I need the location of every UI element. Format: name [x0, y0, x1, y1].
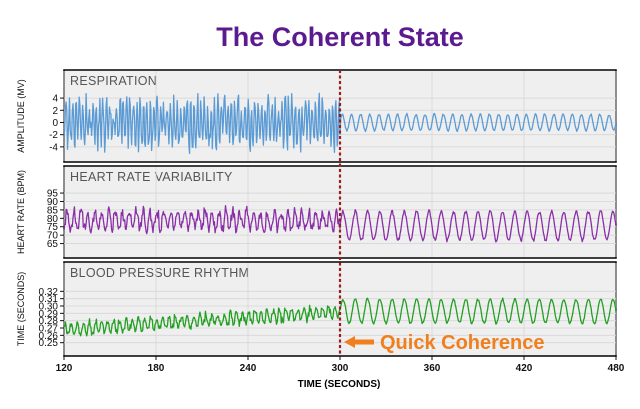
y-tick-label: 90	[47, 197, 59, 208]
x-tick-label: 360	[424, 363, 441, 374]
annotation-group: Quick Coherence	[344, 332, 545, 354]
y-tick-label: 0.28	[39, 316, 59, 327]
annotation-arrow-icon	[344, 336, 374, 348]
series-line-heart_rate_variability	[63, 204, 617, 243]
y-axis-label: TIME (SECONDS)	[16, 272, 26, 347]
annotation-quick-coherence: Quick Coherence	[380, 332, 545, 354]
y-tick-label: 4	[52, 94, 58, 105]
y-tick-label: 70	[47, 231, 59, 242]
y-tick-label: 65	[47, 239, 59, 250]
y-tick-label: 85	[47, 205, 59, 216]
x-axis: 120 180 240 300 360 420 480	[56, 356, 625, 374]
y-tick-label: 2	[52, 106, 58, 117]
y-tick-label: 0	[52, 118, 58, 129]
x-tick-label: 180	[148, 363, 165, 374]
panel-label: RESPIRATION	[70, 74, 157, 88]
y-tick-label: 80	[47, 214, 59, 225]
series-line-blood_pressure	[63, 297, 617, 337]
y-tick-label: 0.27	[39, 324, 59, 335]
x-tick-label: 480	[608, 363, 625, 374]
y-tick-label: 75	[47, 222, 59, 233]
panel-respiration: RESPIRATION 420-2-4 AMPLITUDE (MV)	[16, 69, 617, 163]
x-tick-label: 300	[332, 363, 349, 374]
x-tick-label: 120	[56, 363, 73, 374]
chart-title: The Coherent State	[216, 22, 464, 52]
x-tick-label: 420	[516, 363, 533, 374]
y-tick-label: 0.26	[39, 331, 59, 342]
series-line-respiration	[63, 92, 617, 155]
y-axis-label: AMPLITUDE (MV)	[16, 79, 26, 153]
y-tick-label: 95	[47, 189, 59, 200]
y-tick-label: 0.32	[39, 287, 59, 298]
panels-layer: RESPIRATION 420-2-4 AMPLITUDE (MV) HEART RA…	[16, 69, 617, 357]
y-tick-label: 0.30	[39, 302, 59, 313]
x-tick-label: 240	[240, 363, 257, 374]
y-tick-label: -2	[49, 130, 58, 141]
y-tick-label: 0.31	[39, 294, 59, 305]
panel-label: BLOOD PRESSURE RHYTHM	[70, 266, 249, 280]
panel-label: HEART RATE VARIABILITY	[70, 170, 233, 184]
y-tick-label: 0.29	[39, 309, 59, 320]
y-tick-label: -4	[49, 142, 58, 153]
y-axis-label: HEART RATE (BPM)	[16, 170, 26, 254]
x-axis-label: TIME (SECONDS)	[298, 379, 381, 390]
y-tick-label: 0.25	[39, 338, 59, 349]
